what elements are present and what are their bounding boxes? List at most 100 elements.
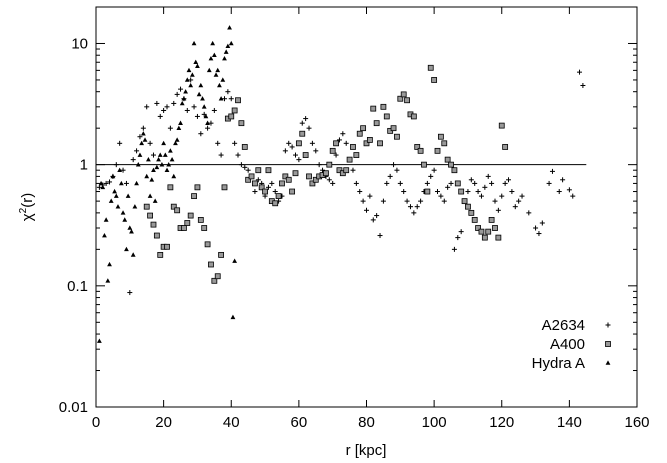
point-square-20: [211, 277, 218, 284]
point-plus-83: [377, 233, 383, 239]
point-square-17: [201, 225, 208, 231]
point-plus-133: [560, 177, 566, 183]
point-square-91: [451, 167, 458, 174]
point-square-1: [147, 212, 154, 219]
point-plus-66: [320, 167, 326, 173]
point-plus-10: [130, 157, 136, 163]
point-square-23: [221, 184, 228, 191]
point-plus-81: [370, 217, 376, 223]
point-plus-87: [391, 162, 397, 168]
point-plus-49: [262, 193, 268, 199]
legend-label-1: A400: [550, 336, 585, 353]
point-triangle-54: [188, 82, 194, 88]
point-square-38: [272, 200, 279, 207]
point-square-93: [458, 188, 465, 195]
point-triangle-12: [117, 167, 123, 172]
point-plus-23: [174, 91, 180, 97]
point-plus-40: [232, 140, 238, 146]
point-triangle-48: [178, 120, 183, 125]
point-square-82: [421, 161, 427, 168]
point-triangle-52: [184, 77, 190, 82]
point-triangle-40: [164, 167, 170, 172]
point-triangle-14: [120, 210, 126, 215]
point-square-31: [248, 173, 255, 180]
point-square-35: [262, 188, 268, 195]
point-square-75: [397, 95, 404, 102]
point-square-43: [289, 188, 296, 195]
point-square-81: [417, 147, 424, 154]
point-square-56: [333, 140, 339, 147]
point-plus-36: [218, 152, 224, 158]
point-triangle-39: [162, 152, 168, 157]
point-triangle-76: [225, 43, 231, 48]
point-square-94: [461, 198, 468, 205]
point-triangle-4: [103, 217, 109, 222]
point-plus-92: [407, 204, 413, 210]
point-plus-93: [411, 210, 417, 216]
x-tick-label-6: 120: [489, 414, 514, 431]
point-square-48: [306, 173, 312, 180]
point-square-13: [187, 212, 194, 219]
point-square-90: [448, 161, 454, 168]
point-triangle-16: [124, 246, 129, 252]
point-square-53: [323, 170, 329, 177]
point-square-9: [174, 207, 181, 214]
point-triangle-20: [130, 252, 136, 257]
point-plus-82: [374, 213, 380, 219]
point-plus-65: [316, 162, 322, 168]
point-plus-35: [215, 140, 221, 146]
point-triangle-43: [169, 157, 175, 162]
point-triangle-61: [200, 96, 205, 101]
point-triangle-57: [193, 59, 199, 65]
point-plus-30: [198, 131, 204, 137]
point-square-7: [167, 184, 174, 191]
point-triangle-70: [215, 67, 221, 73]
point-triangle-58: [195, 63, 200, 68]
point-plus-57: [289, 144, 295, 150]
point-plus-137: [580, 82, 586, 88]
point-triangle-0: [96, 338, 102, 343]
x-tick-label-7: 140: [557, 414, 582, 431]
point-plus-135: [570, 193, 576, 199]
point-square-0: [143, 203, 150, 210]
point-triangle-67: [210, 40, 216, 46]
point-triangle-66: [208, 56, 214, 61]
point-plus-9: [127, 290, 133, 296]
point-square-89: [444, 156, 451, 163]
point-square-26: [231, 107, 238, 114]
point-triangle-37: [159, 162, 165, 167]
point-triangle-46: [174, 137, 180, 142]
point-square-11: [181, 225, 187, 231]
point-triangle-23: [135, 162, 141, 167]
point-square-40: [279, 180, 285, 187]
point-triangle-1: [98, 180, 104, 186]
point-plus-101: [438, 193, 444, 199]
point-plus-58: [292, 152, 298, 158]
point-plus-46: [252, 189, 258, 195]
point-triangle-21: [132, 204, 138, 209]
point-plus-15: [147, 140, 153, 146]
point-plus-136: [577, 69, 583, 75]
point-triangle-78: [228, 40, 234, 46]
point-triangle-13: [118, 180, 124, 186]
point-plus-22: [171, 100, 177, 106]
point-square-42: [285, 176, 292, 183]
legend-label-2: Hydra A: [532, 355, 585, 372]
point-plus-56: [286, 140, 292, 146]
point-plus-68: [326, 177, 332, 183]
axis-tick-labels: 0 20 40 60 80 100 120 140 160 0.01 0.1 1 10: [59, 35, 650, 431]
point-plus-63: [309, 140, 315, 146]
point-plus-13: [140, 125, 146, 131]
point-triangle-72: [218, 96, 224, 101]
point-plus-64: [313, 148, 319, 154]
point-plus-78: [360, 198, 366, 204]
point-triangle-49: [179, 100, 185, 106]
point-triangle-30: [147, 193, 153, 198]
legend: A2634 A400 Hydra A: [532, 317, 611, 372]
point-square-68: [373, 120, 380, 127]
point-triangle-77: [227, 25, 232, 30]
point-plus-112: [475, 189, 481, 195]
point-square-101: [485, 228, 492, 235]
point-square-87: [437, 133, 444, 140]
point-square-59: [343, 167, 350, 174]
